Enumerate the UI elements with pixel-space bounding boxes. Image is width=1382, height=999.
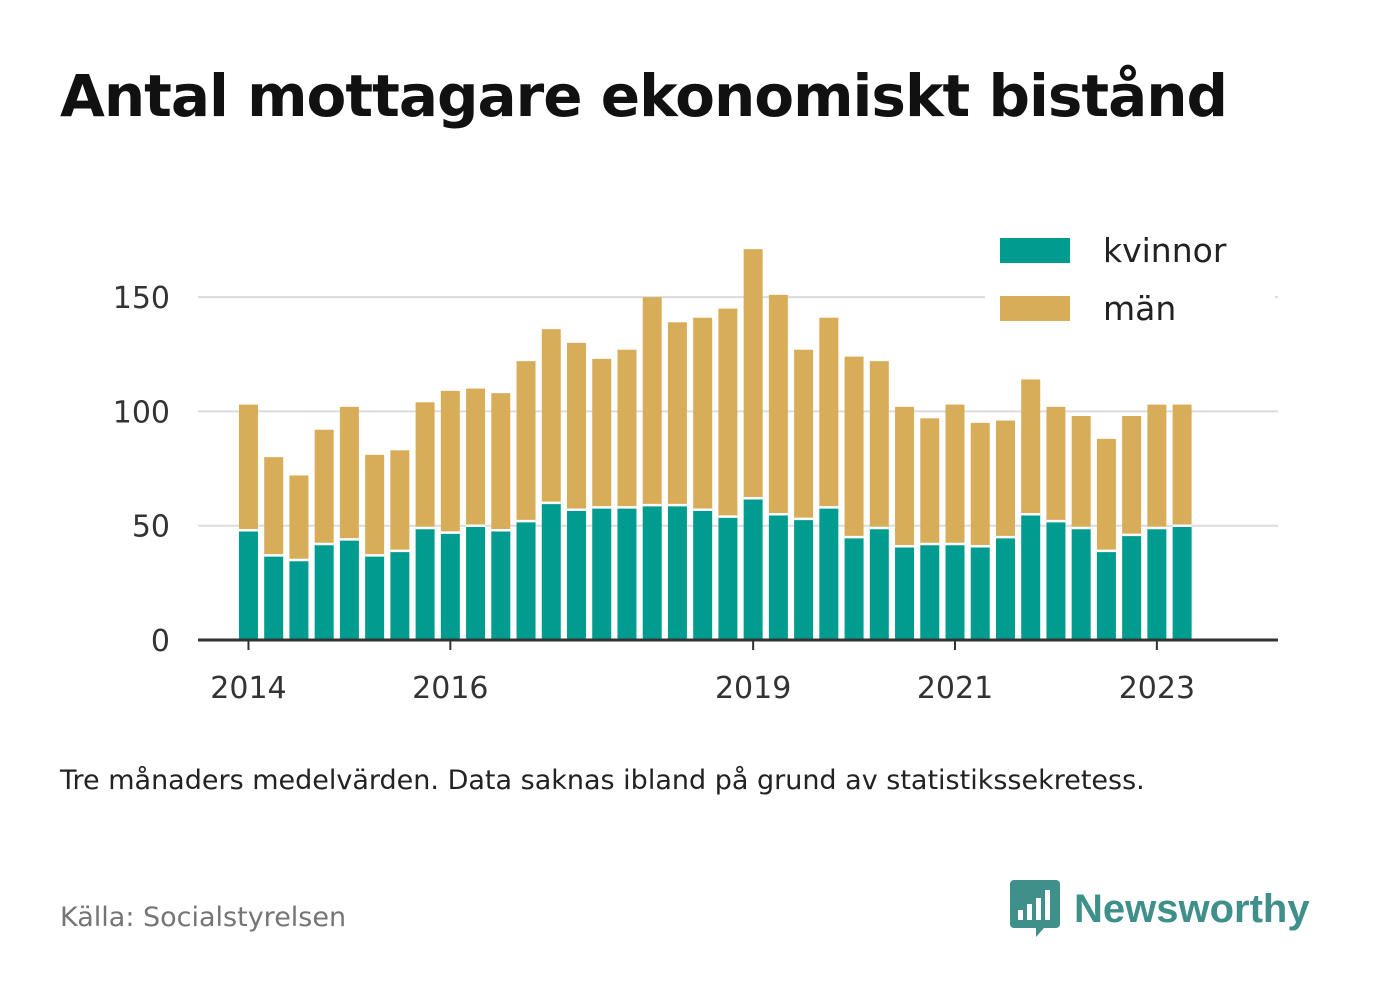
bar-kvinnor bbox=[895, 546, 915, 640]
bar-kvinnor bbox=[415, 528, 435, 640]
bar-man bbox=[264, 457, 284, 556]
bar-kvinnor bbox=[1096, 550, 1116, 640]
bar-kvinnor bbox=[920, 544, 940, 640]
bar-man bbox=[339, 406, 359, 540]
brand-name: Newsworthy bbox=[1074, 886, 1310, 931]
bar-kvinnor bbox=[945, 544, 965, 640]
bar-kvinnor bbox=[1122, 534, 1142, 640]
chart-title: Antal mottagare ekonomiskt bistånd bbox=[60, 62, 1228, 130]
bar-kvinnor bbox=[238, 530, 258, 640]
bar-man bbox=[794, 349, 814, 519]
bar-kvinnor bbox=[1071, 528, 1091, 640]
bar-man bbox=[895, 406, 915, 547]
bar-kvinnor bbox=[718, 516, 738, 640]
y-tick-label: 100 bbox=[113, 395, 170, 430]
bar-man bbox=[541, 329, 561, 503]
bar-man bbox=[1172, 404, 1192, 526]
bar-kvinnor bbox=[592, 507, 612, 640]
axes: 0 50 100 150 2014 2016 2019 2021 2023 bbox=[113, 281, 1278, 706]
bar-kvinnor bbox=[642, 505, 662, 640]
bar-man bbox=[440, 390, 460, 533]
bar-kvinnor bbox=[1046, 521, 1066, 640]
bar-kvinnor bbox=[1147, 528, 1167, 640]
bar-man bbox=[466, 388, 486, 526]
bar-kvinnor bbox=[869, 528, 889, 640]
x-tick-label: 2021 bbox=[917, 671, 993, 706]
bar-kvinnor bbox=[743, 498, 763, 640]
bar-kvinnor bbox=[819, 507, 839, 640]
bar-kvinnor bbox=[567, 509, 587, 640]
bar-kvinnor bbox=[390, 550, 410, 640]
legend-swatch bbox=[1000, 238, 1070, 263]
bar-kvinnor bbox=[541, 502, 561, 640]
x-tick-label: 2016 bbox=[412, 671, 488, 706]
bar-man bbox=[768, 294, 788, 515]
newsworthy-logo-icon bbox=[1010, 880, 1060, 937]
bar-kvinnor bbox=[289, 560, 309, 640]
bar-man bbox=[617, 349, 637, 508]
bar-kvinnor bbox=[1172, 525, 1192, 640]
bar-kvinnor bbox=[768, 514, 788, 640]
bar-kvinnor bbox=[667, 505, 687, 640]
bar-man bbox=[718, 308, 738, 517]
bar-man bbox=[238, 404, 258, 531]
bar-man bbox=[1071, 416, 1091, 528]
bar-man bbox=[844, 356, 864, 538]
bar-man bbox=[415, 402, 435, 528]
y-tick-label: 0 bbox=[151, 624, 170, 659]
bar-man bbox=[592, 358, 612, 508]
bar-kvinnor bbox=[970, 546, 990, 640]
bar-kvinnor bbox=[516, 521, 536, 640]
bar-kvinnor bbox=[617, 507, 637, 640]
bar-man bbox=[1096, 438, 1116, 551]
source-note: Källa: Socialstyrelsen bbox=[60, 902, 347, 933]
bar-kvinnor bbox=[466, 525, 486, 640]
bar-man bbox=[365, 454, 385, 556]
legend-swatch bbox=[1000, 296, 1070, 321]
bar-man bbox=[314, 429, 334, 544]
stacked-bar-chart: 0 50 100 150 2014 2016 2019 2021 2023 kvinnor män bbox=[112, 228, 1278, 706]
bar-group bbox=[238, 249, 1192, 640]
bar-man bbox=[667, 322, 687, 506]
bar-man bbox=[819, 317, 839, 508]
legend-label: kvinnor bbox=[1103, 231, 1227, 270]
bar-man bbox=[1021, 379, 1041, 515]
x-tick-label: 2019 bbox=[715, 671, 791, 706]
bar-kvinnor bbox=[1021, 514, 1041, 640]
bar-kvinnor bbox=[491, 530, 511, 640]
bar-man bbox=[491, 393, 511, 531]
bar-man bbox=[970, 422, 990, 547]
bar-man bbox=[869, 361, 889, 528]
bar-kvinnor bbox=[844, 537, 864, 640]
bar-man bbox=[1046, 406, 1066, 522]
bar-man bbox=[567, 342, 587, 510]
bar-man bbox=[995, 420, 1015, 538]
x-tick-label: 2023 bbox=[1119, 671, 1195, 706]
bar-man bbox=[642, 297, 662, 506]
y-tick-label: 150 bbox=[113, 281, 170, 316]
bar-kvinnor bbox=[440, 532, 460, 640]
bar-man bbox=[1147, 404, 1167, 528]
chart-caption: Tre månaders medelvärden. Data saknas ib… bbox=[60, 765, 1145, 796]
bar-man bbox=[390, 450, 410, 551]
bar-kvinnor bbox=[794, 518, 814, 640]
bar-man bbox=[945, 404, 965, 544]
bar-man bbox=[920, 418, 940, 544]
bar-man bbox=[1122, 416, 1142, 535]
bar-man bbox=[289, 475, 309, 560]
bar-kvinnor bbox=[314, 544, 334, 640]
bar-man bbox=[743, 249, 763, 499]
legend: kvinnor män bbox=[985, 228, 1275, 333]
bar-kvinnor bbox=[339, 539, 359, 640]
brand-logo: Newsworthy bbox=[1010, 880, 1310, 938]
x-tick-label: 2014 bbox=[210, 671, 286, 706]
legend-label: män bbox=[1103, 289, 1176, 328]
bar-kvinnor bbox=[693, 509, 713, 640]
y-tick-label: 50 bbox=[132, 510, 170, 545]
bar-kvinnor bbox=[995, 537, 1015, 640]
bar-kvinnor bbox=[365, 555, 385, 640]
bar-man bbox=[516, 361, 536, 522]
bar-kvinnor bbox=[264, 555, 284, 640]
bar-man bbox=[693, 317, 713, 510]
